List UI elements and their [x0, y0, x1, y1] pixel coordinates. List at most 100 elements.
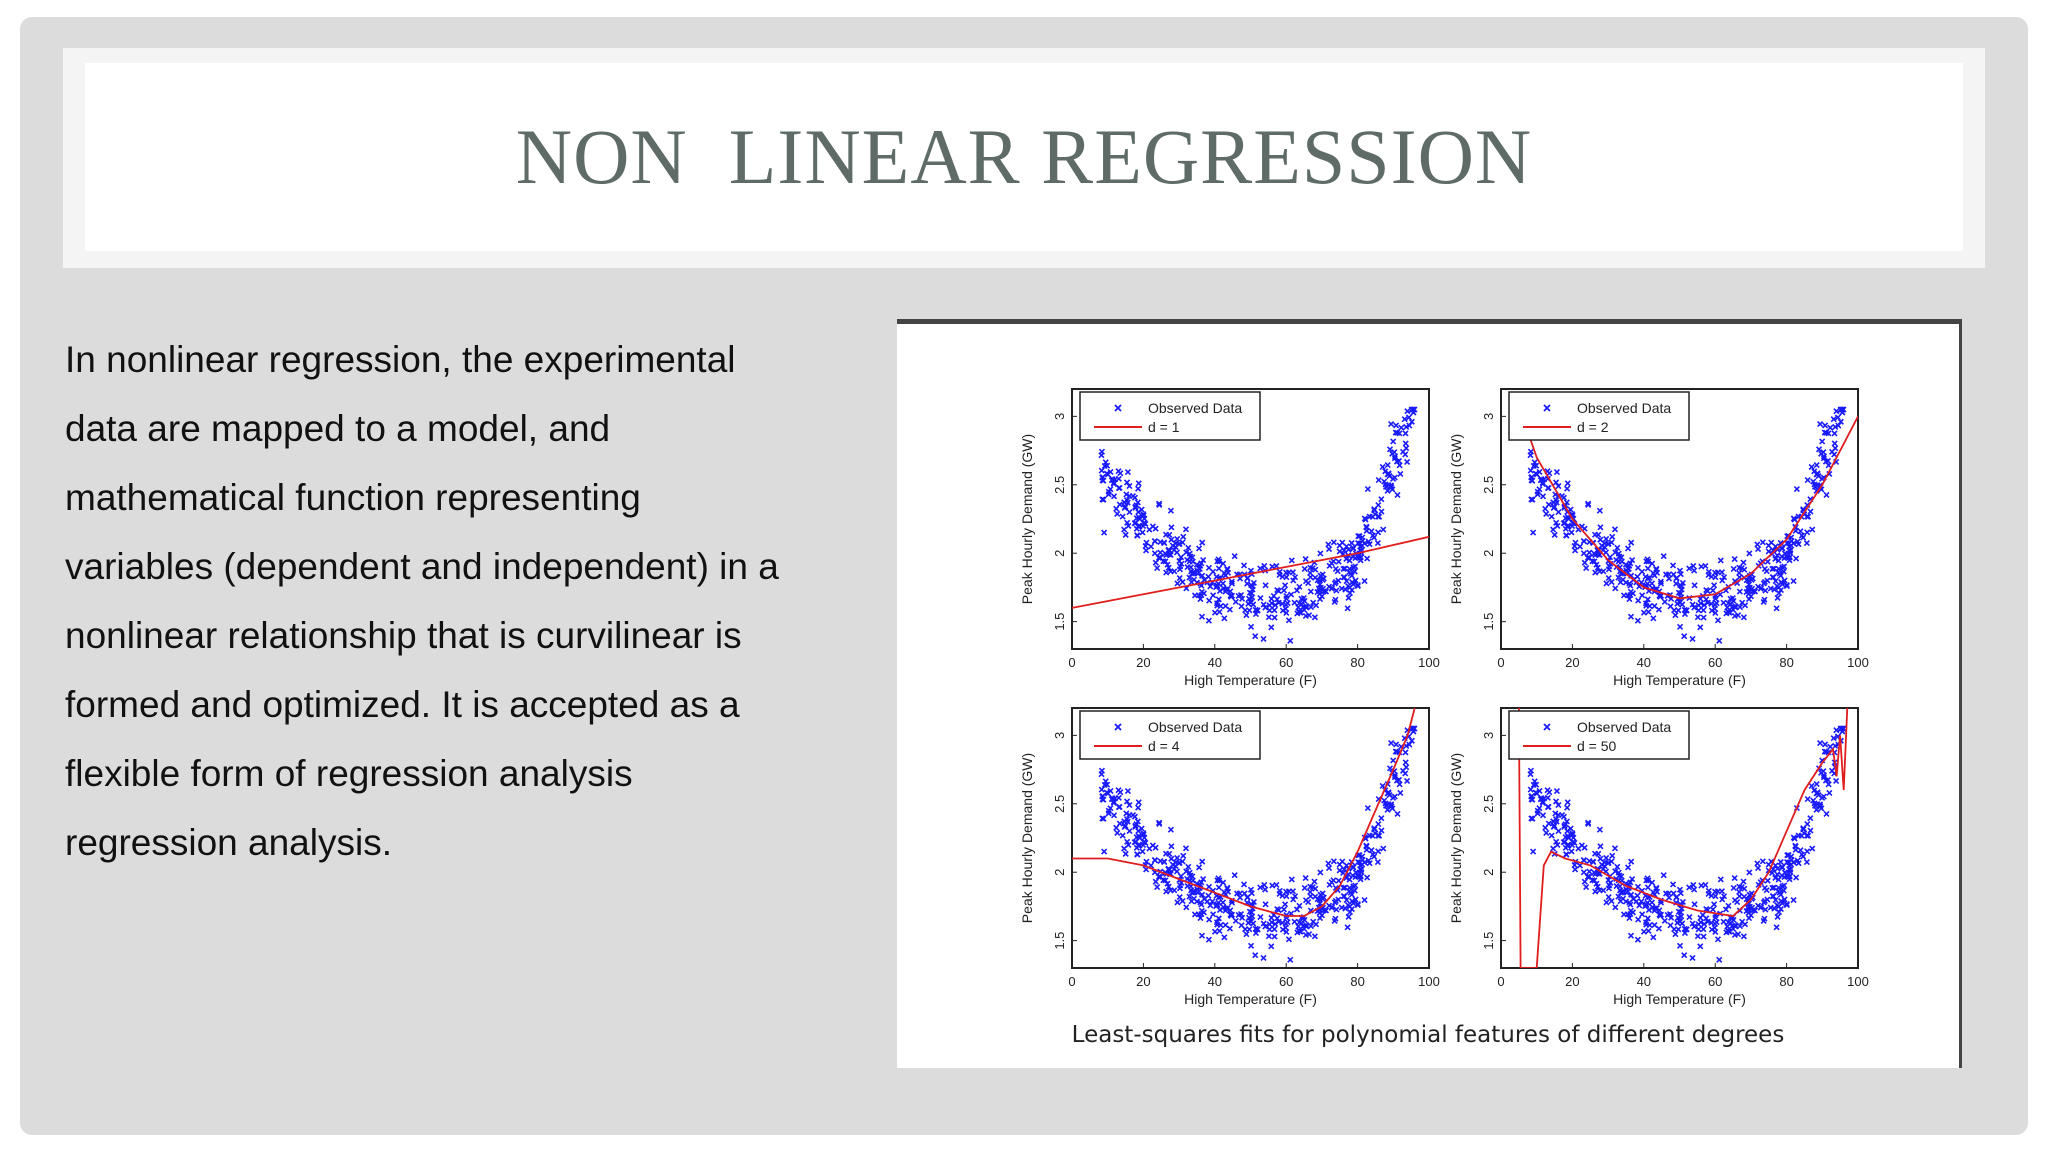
data-point: [1725, 919, 1732, 926]
data-point: [1676, 942, 1684, 949]
data-point: [1325, 541, 1332, 548]
data-point: [1805, 513, 1812, 520]
data-point: [1186, 869, 1193, 876]
data-point: [1402, 770, 1409, 777]
data-point: [1317, 572, 1324, 579]
data-point: [1266, 926, 1273, 933]
data-point: [1098, 448, 1106, 455]
y-tick-label: 2: [1481, 869, 1496, 876]
y-tick-label: 1.5: [1052, 932, 1067, 950]
data-point: [1820, 793, 1827, 800]
data-point: [1309, 564, 1316, 572]
data-point: [1527, 767, 1535, 774]
data-point: [1296, 609, 1303, 616]
data-point: [1644, 565, 1651, 572]
data-point: [1783, 583, 1790, 590]
data-point: [1697, 624, 1704, 631]
data-point: [1272, 601, 1279, 609]
data-point: [1135, 480, 1142, 487]
data-point: [1165, 564, 1172, 571]
data-point: [1781, 577, 1788, 584]
data-point: [1690, 562, 1697, 569]
data-point: [1305, 579, 1312, 587]
data-point: [1553, 469, 1560, 476]
data-point: [1121, 526, 1128, 533]
data-point: [1542, 824, 1549, 831]
data-point: [1152, 525, 1159, 532]
data-point: [1402, 430, 1409, 437]
data-point: [1213, 573, 1220, 580]
data-point: [1581, 559, 1588, 566]
data-point: [1189, 877, 1196, 884]
data-point: [1307, 588, 1314, 595]
data-point: [1174, 899, 1181, 906]
data-point: [1379, 463, 1386, 471]
data-point: [1656, 907, 1663, 914]
data-point: [1555, 509, 1562, 516]
data-point: [1591, 850, 1599, 857]
observed-data-points: [1097, 725, 1418, 963]
data-point: [1530, 529, 1537, 536]
data-point: [1754, 541, 1761, 548]
data-point: [1683, 926, 1690, 933]
data-point: [1650, 934, 1657, 941]
data-point: [1645, 927, 1652, 935]
data-point: [1214, 901, 1221, 908]
data-point: [1211, 928, 1219, 935]
data-point: [1389, 450, 1396, 457]
data-point: [1527, 448, 1535, 455]
data-point: [1785, 551, 1792, 558]
data-point: [1585, 820, 1592, 828]
data-point: [1391, 793, 1398, 800]
data-point: [1376, 832, 1383, 839]
data-point: [1786, 543, 1793, 550]
slide-title: NON LINEAR REGRESSION: [515, 113, 1533, 200]
data-point: [1638, 898, 1645, 905]
data-point: [1135, 799, 1142, 806]
data-point: [1228, 911, 1236, 918]
data-point: [1305, 898, 1312, 906]
data-point: [1679, 898, 1686, 905]
data-point: [1214, 582, 1221, 589]
data-point: [1772, 874, 1779, 882]
plot-panel-1: 0 20 40 60 80 100 1.5 2 2.5 3 High Temperature (F)…: [1019, 388, 1440, 688]
x-tick-label: 0: [1497, 655, 1504, 670]
data-point: [1555, 828, 1562, 835]
data-point: [1104, 462, 1111, 469]
data-point: [1757, 904, 1764, 911]
data-point: [1817, 420, 1824, 428]
data-point: [1564, 480, 1571, 487]
y-tick-label: 1.5: [1481, 613, 1496, 631]
data-point: [1746, 891, 1753, 898]
data-point: [1180, 533, 1187, 540]
data-point: [1302, 875, 1309, 882]
data-point: [1657, 911, 1665, 918]
data-point: [1390, 757, 1397, 764]
data-point: [1191, 911, 1199, 918]
data-point: [1262, 923, 1269, 930]
data-point: [1805, 832, 1812, 839]
data-point: [1157, 554, 1164, 561]
data-point: [1335, 877, 1342, 884]
data-point: [1113, 824, 1120, 831]
data-point: [1142, 542, 1149, 550]
data-point: [1198, 560, 1205, 567]
data-point: [1678, 583, 1685, 590]
data-point: [1335, 558, 1342, 565]
data-point: [1338, 585, 1345, 592]
data-point: [1767, 904, 1774, 911]
data-point: [1700, 614, 1707, 621]
data-point: [1390, 438, 1397, 445]
data-point: [1162, 850, 1170, 857]
data-point: [1121, 823, 1128, 830]
data-point: [1279, 919, 1286, 926]
data-point: [1257, 565, 1264, 572]
data-point: [1744, 585, 1751, 592]
data-point: [1352, 896, 1359, 903]
data-point: [1730, 597, 1737, 604]
data-point: [1284, 919, 1291, 926]
data-point: [1177, 554, 1185, 561]
data-point: [1774, 865, 1781, 872]
data-point: [1627, 907, 1634, 914]
data-point: [1681, 633, 1688, 640]
